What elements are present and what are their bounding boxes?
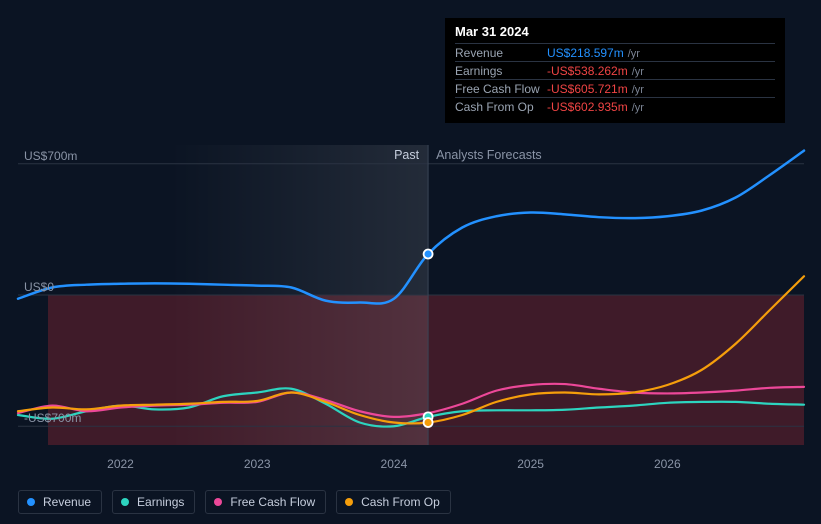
legend-item-label: Cash From Op: [361, 495, 440, 509]
chart-legend: Revenue Earnings Free Cash Flow Cash From O…: [18, 490, 451, 514]
y-axis-label: -US$700m: [24, 411, 81, 425]
legend-item-revenue[interactable]: Revenue: [18, 490, 102, 514]
chart-tooltip: Mar 31 2024 RevenueUS$218.597m/yrEarning…: [445, 18, 785, 123]
legend-dot-icon: [214, 498, 222, 506]
tooltip-row: RevenueUS$218.597m/yr: [455, 43, 775, 61]
tooltip-row-unit: /yr: [632, 84, 644, 96]
x-axis-label: 2022: [107, 457, 134, 471]
section-label-forecast: Analysts Forecasts: [436, 148, 542, 162]
y-axis-label: US$700m: [24, 149, 77, 163]
tooltip-row-value: -US$538.262m: [547, 64, 628, 78]
tooltip-row-unit: /yr: [628, 48, 640, 60]
tooltip-date: Mar 31 2024: [455, 24, 775, 39]
x-axis-label: 2024: [381, 457, 408, 471]
section-label-past: Past: [394, 148, 419, 162]
tooltip-row-value: -US$605.721m: [547, 82, 628, 96]
y-axis-label: US$0: [24, 280, 54, 294]
tooltip-row-label: Free Cash Flow: [455, 82, 547, 96]
tooltip-row-label: Revenue: [455, 46, 547, 60]
x-axis-label: 2026: [654, 457, 681, 471]
tooltip-row: Cash From Op-US$602.935m/yr: [455, 97, 775, 115]
legend-dot-icon: [27, 498, 35, 506]
tooltip-rows: RevenueUS$218.597m/yrEarnings-US$538.262…: [455, 43, 775, 115]
legend-item-fcf[interactable]: Free Cash Flow: [205, 490, 326, 514]
legend-dot-icon: [121, 498, 129, 506]
legend-dot-icon: [345, 498, 353, 506]
tooltip-row-label: Cash From Op: [455, 100, 547, 114]
tooltip-row-value: US$218.597m: [547, 46, 624, 60]
tooltip-row-label: Earnings: [455, 64, 547, 78]
legend-item-cfo[interactable]: Cash From Op: [336, 490, 451, 514]
legend-item-label: Earnings: [137, 495, 184, 509]
financials-chart: Mar 31 2024 RevenueUS$218.597m/yrEarning…: [0, 0, 821, 524]
tooltip-row: Earnings-US$538.262m/yr: [455, 61, 775, 79]
legend-item-label: Free Cash Flow: [230, 495, 315, 509]
legend-item-label: Revenue: [43, 495, 91, 509]
x-axis-label: 2023: [244, 457, 271, 471]
tooltip-row-value: -US$602.935m: [547, 100, 628, 114]
x-axis-label: 2025: [517, 457, 544, 471]
tooltip-row: Free Cash Flow-US$605.721m/yr: [455, 79, 775, 97]
legend-item-earnings[interactable]: Earnings: [112, 490, 195, 514]
tooltip-row-unit: /yr: [632, 102, 644, 114]
tooltip-row-unit: /yr: [632, 66, 644, 78]
